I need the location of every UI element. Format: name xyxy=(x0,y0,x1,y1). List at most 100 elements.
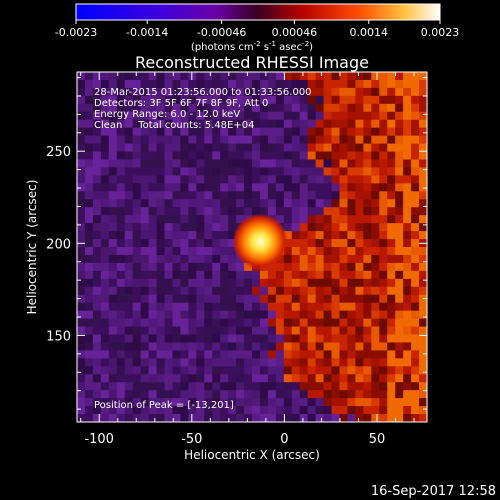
heatmap-cell xyxy=(347,167,356,176)
heatmap-cell xyxy=(259,175,269,184)
heatmap-cell xyxy=(228,398,237,407)
heatmap-cell xyxy=(252,326,261,336)
heatmap-cell xyxy=(148,119,158,129)
heatmap-cell xyxy=(347,254,356,264)
heatmap-cell xyxy=(307,382,317,391)
heatmap-cell xyxy=(387,374,396,383)
heatmap-cell xyxy=(299,390,309,399)
heatmap-cell xyxy=(395,111,404,121)
heatmap-cell xyxy=(116,135,126,145)
heatmap-cell xyxy=(228,350,237,359)
heatmap-cell xyxy=(156,286,166,296)
heatmap-cell xyxy=(267,199,277,208)
heatmap-cell xyxy=(148,326,158,336)
heatmap-cell xyxy=(244,366,253,375)
heatmap-cell xyxy=(180,127,189,137)
heatmap-cell xyxy=(77,342,86,351)
heatmap-cell xyxy=(403,72,412,81)
heatmap-cell xyxy=(148,262,158,272)
heatmap-cell xyxy=(180,406,189,415)
heatmap-cell xyxy=(164,183,174,192)
heatmap-cell xyxy=(164,398,174,407)
heatmap-cell xyxy=(244,286,253,296)
heatmap-cell xyxy=(140,183,150,192)
heatmap-cell xyxy=(244,127,253,137)
heatmap-cell xyxy=(339,294,349,304)
annotations: 28-Mar-2015 01:23:56.000 to 01:33:56.000… xyxy=(94,87,312,411)
heatmap-cell xyxy=(331,111,341,121)
heatmap-cell xyxy=(387,310,396,320)
heatmap-cell xyxy=(92,135,102,145)
colorbar-tick-label: -0.00046 xyxy=(197,26,246,39)
heatmap-cell xyxy=(164,342,174,351)
heatmap-cell xyxy=(180,398,189,407)
chart-title: Reconstructed RHESSI Image xyxy=(135,53,369,72)
heatmap-cell xyxy=(307,406,317,415)
heatmap-cell xyxy=(77,286,86,296)
heatmap-cell xyxy=(140,231,150,240)
heatmap-cell xyxy=(395,207,404,216)
heatmap-cell xyxy=(403,231,412,240)
heatmap-cell xyxy=(331,79,341,89)
heatmap-cell xyxy=(275,366,285,375)
heatmap-cell xyxy=(77,262,86,272)
heatmap-cell xyxy=(371,223,380,232)
heatmap-cell xyxy=(331,310,341,320)
heatmap-cell xyxy=(92,318,102,328)
heatmap-cell xyxy=(275,414,285,422)
heatmap-cell xyxy=(252,270,261,280)
heatmap-cell xyxy=(164,254,174,264)
heatmap-cell xyxy=(204,286,213,296)
heatmap-cell xyxy=(180,191,189,200)
heatmap-cell xyxy=(355,159,364,169)
heatmap-cell xyxy=(411,390,420,399)
heatmap-cell xyxy=(419,286,427,296)
heatmap-cell xyxy=(331,254,341,264)
heatmap-cell xyxy=(419,374,427,383)
heatmap-cell xyxy=(228,231,237,240)
heatmap-cell xyxy=(267,270,277,280)
heatmap-cell xyxy=(339,231,349,240)
heatmap-cell xyxy=(403,390,412,399)
heatmap-cell xyxy=(204,183,213,192)
heatmap-cell xyxy=(403,103,412,113)
heatmap-cell xyxy=(172,326,181,336)
heatmap-cell xyxy=(212,215,221,224)
heatmap-peak-source xyxy=(232,213,289,270)
heatmap-cell xyxy=(100,159,110,169)
heatmap-cell xyxy=(140,215,150,224)
heatmap-cell xyxy=(124,135,134,145)
heatmap-cell xyxy=(108,111,118,121)
heatmap-cell xyxy=(355,95,364,105)
heatmap-cell xyxy=(108,278,118,288)
heatmap-cell xyxy=(84,215,94,224)
heatmap-cell xyxy=(371,318,380,328)
heatmap-cell xyxy=(164,239,174,248)
heatmap-cell xyxy=(204,318,213,328)
heatmap-cell xyxy=(347,302,356,312)
heatmap-cell xyxy=(307,191,317,200)
heatmap-cell xyxy=(204,191,213,200)
heatmap-cell xyxy=(132,310,142,320)
heatmap-cell xyxy=(363,262,372,272)
heatmap-cell xyxy=(275,406,285,415)
heatmap-cell xyxy=(347,334,356,344)
heatmap-cell xyxy=(275,215,285,224)
heatmap-cell xyxy=(77,215,86,224)
heatmap-cell xyxy=(116,382,126,391)
heatmap-cell xyxy=(156,406,166,415)
heatmap-cell xyxy=(299,286,309,296)
heatmap-cell xyxy=(172,183,181,192)
heatmap-cell xyxy=(259,366,269,375)
heatmap-cell xyxy=(403,374,412,383)
heatmap-cell xyxy=(148,398,158,407)
heatmap-cell xyxy=(299,398,309,407)
heatmap-cell xyxy=(236,318,245,328)
heatmap-cell xyxy=(259,95,269,105)
heatmap-cell xyxy=(267,406,277,415)
heatmap-cell xyxy=(411,254,420,264)
heatmap-cell xyxy=(283,215,293,224)
heatmap-cell xyxy=(236,366,245,375)
heatmap-cell xyxy=(252,398,261,407)
heatmap-cell xyxy=(196,310,205,320)
